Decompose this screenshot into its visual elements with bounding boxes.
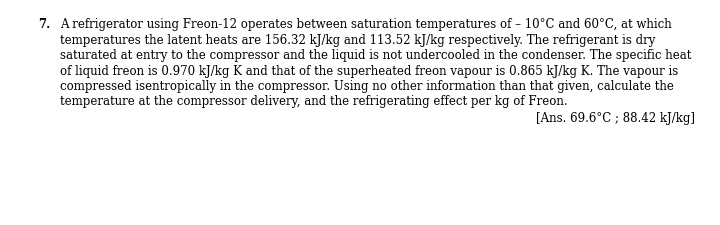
Text: of liquid freon is 0.970 kJ/kg K and that of the superheated freon vapour is 0.8: of liquid freon is 0.970 kJ/kg K and tha… xyxy=(60,65,678,77)
Text: A refrigerator using Freon-12 operates between saturation temperatures of – 10°C: A refrigerator using Freon-12 operates b… xyxy=(60,18,672,31)
Text: saturated at entry to the compressor and the liquid is not undercooled in the co: saturated at entry to the compressor and… xyxy=(60,49,691,62)
Text: temperature at the compressor delivery, and the refrigerating effect per kg of F: temperature at the compressor delivery, … xyxy=(60,95,567,108)
Text: 7.: 7. xyxy=(38,18,50,31)
Text: compressed isentropically in the compressor. Using no other information than tha: compressed isentropically in the compres… xyxy=(60,80,674,93)
Text: [Ans. 69.6°C ; 88.42 kJ/kg]: [Ans. 69.6°C ; 88.42 kJ/kg] xyxy=(536,112,695,125)
Text: temperatures the latent heats are 156.32 kJ/kg and 113.52 kJ/kg respectively. Th: temperatures the latent heats are 156.32… xyxy=(60,34,655,47)
